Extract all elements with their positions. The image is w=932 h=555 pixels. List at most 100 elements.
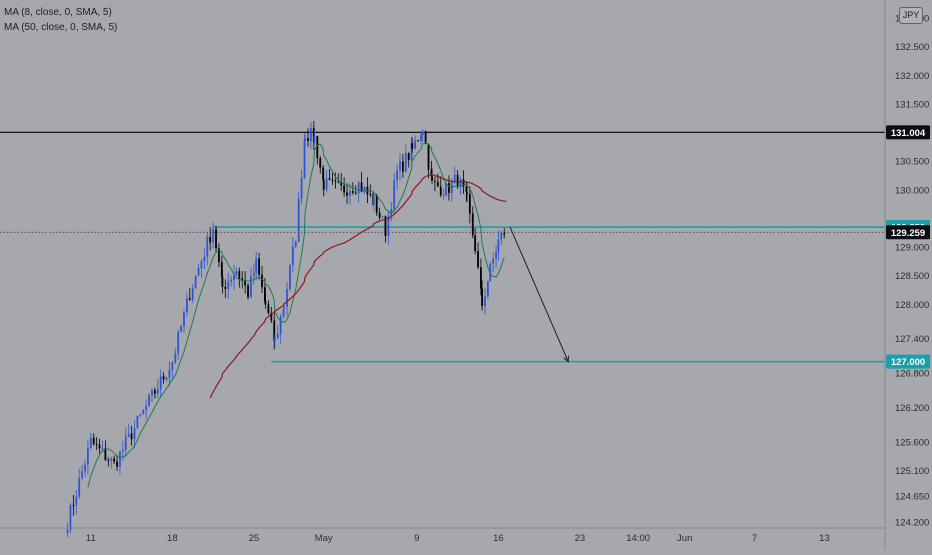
candle-body	[346, 192, 348, 196]
candle-body	[119, 451, 121, 467]
currency-badge[interactable]: JPY	[899, 7, 923, 24]
candle-body	[221, 276, 224, 287]
candle-body	[340, 182, 343, 186]
candle-body	[316, 136, 319, 159]
candle-body	[142, 409, 145, 415]
price-tick-label: 132.500	[895, 42, 929, 53]
price-tick-label: 124.650	[895, 492, 929, 503]
candle-body	[322, 179, 325, 190]
candle-body	[133, 427, 136, 440]
candle-body	[495, 251, 497, 259]
candle-body	[92, 437, 95, 444]
candle-body	[286, 288, 288, 308]
candle-body	[267, 304, 270, 313]
candle-body	[300, 177, 303, 199]
candle-body	[197, 268, 200, 276]
candle-body	[477, 251, 479, 268]
legend-ma-fast[interactable]: MA (8, close, 0, SMA, 5)	[4, 7, 112, 18]
candle-body	[101, 448, 104, 449]
candle-body	[363, 186, 366, 192]
price-label-text: 127.000	[891, 357, 925, 368]
candle-body	[218, 248, 220, 262]
projection-arrow-head	[563, 355, 570, 363]
candle-body	[145, 405, 148, 410]
candle-body	[156, 389, 159, 394]
candle-body	[250, 276, 252, 298]
candle-body	[492, 258, 495, 264]
candle-body	[393, 180, 396, 210]
candle-body	[273, 338, 276, 341]
candle-body	[500, 232, 503, 240]
candle-body	[390, 209, 393, 216]
candle-body	[421, 131, 424, 136]
candle-body	[372, 195, 375, 205]
candle-body	[220, 261, 223, 277]
candle-body	[139, 414, 142, 416]
time-tick-label: 7	[752, 533, 757, 544]
candle-body	[180, 326, 182, 332]
candle-body	[319, 158, 322, 168]
candle-body	[107, 460, 110, 462]
price-tick-label: 130.500	[895, 157, 929, 168]
candle-body	[354, 192, 357, 194]
candle-body	[351, 190, 354, 193]
candle-body	[381, 216, 384, 218]
candle-body	[264, 287, 266, 302]
candle-body	[396, 170, 398, 181]
candle-body	[194, 275, 197, 289]
candle-body	[98, 444, 101, 449]
candle-body	[81, 471, 83, 479]
price-tick-label: 130.000	[895, 185, 929, 196]
candle-body	[261, 274, 263, 288]
time-tick-label: 11	[86, 533, 96, 544]
price-tick-label: 131.500	[895, 99, 929, 110]
candle-body	[360, 182, 363, 192]
price-tick-label: 127.400	[895, 334, 929, 345]
candle-body	[136, 415, 139, 428]
candle-body	[453, 174, 456, 182]
candle-body	[177, 331, 180, 354]
price-tick-label: 124.200	[895, 518, 929, 529]
legend-ma-slow[interactable]: MA (50, close, 0, SMA, 5)	[4, 22, 118, 33]
candle-body	[484, 296, 486, 306]
candle-body	[113, 458, 116, 462]
candle-body	[104, 448, 107, 461]
candle-body	[78, 478, 81, 497]
candle-body	[331, 179, 334, 181]
candle-body	[402, 161, 404, 172]
candle-body	[69, 505, 72, 531]
candle-body	[445, 183, 447, 196]
candle-body	[369, 194, 372, 195]
candle-body	[183, 312, 185, 327]
candle-body	[191, 288, 194, 300]
candle-body	[439, 186, 442, 196]
candle-body	[456, 174, 459, 186]
candle-body	[436, 181, 439, 187]
candle-body	[310, 128, 312, 142]
candle-body	[127, 433, 130, 437]
candle-body	[459, 179, 462, 186]
candle-body	[357, 182, 360, 194]
candle-body	[171, 362, 174, 370]
candle-body	[121, 449, 124, 452]
candle-body	[468, 193, 471, 214]
price-tick-label: 126.800	[895, 369, 929, 380]
time-tick-label: May	[315, 533, 333, 544]
candle-body	[238, 271, 241, 279]
candle-body	[283, 307, 286, 310]
candle-body	[448, 183, 450, 193]
candle-body	[349, 190, 351, 196]
candle-body	[404, 153, 407, 172]
candle-body	[420, 135, 422, 141]
candle-body	[378, 212, 381, 218]
candle-body	[424, 131, 427, 144]
candle-body	[200, 261, 203, 269]
candle-body	[224, 286, 227, 289]
price-tick-label: 128.500	[895, 271, 929, 282]
candle-body	[159, 376, 162, 390]
candle-body	[130, 433, 133, 440]
candle-body	[411, 143, 414, 149]
ma-slow-line	[209, 174, 507, 399]
candle-body	[304, 138, 306, 141]
